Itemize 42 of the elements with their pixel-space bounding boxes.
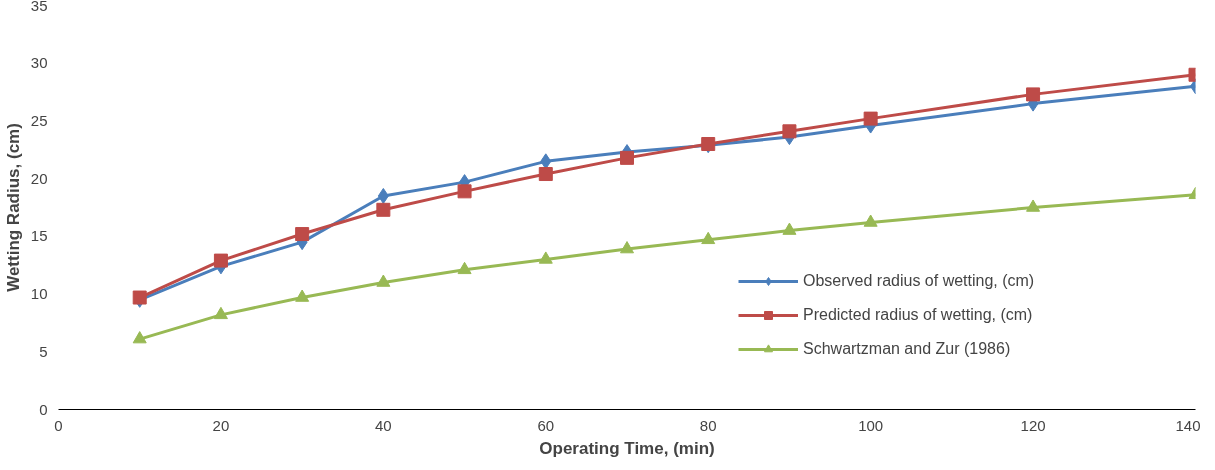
point [457,261,472,275]
point [295,289,310,302]
point [538,167,553,182]
point [213,253,228,268]
point [376,202,391,217]
point [701,231,716,245]
y-tick-label: 15 [30,227,48,245]
y-tick-label: 35 [30,0,48,14]
point [863,214,878,227]
point [1026,87,1041,102]
point [782,222,797,235]
x-tick-label: 20 [212,416,230,434]
legend-label: Observed radius of wetting, (cm) [803,272,1035,290]
point [377,187,389,204]
point [1026,199,1041,212]
point [132,331,147,344]
x-tick-label: 60 [537,416,555,434]
x-tick-label: 80 [699,416,717,434]
y-axis-title: Wetting Radius, (cm) [3,123,23,292]
legend-label: Predicted radius of wetting, (cm) [803,306,1033,324]
point [376,274,391,287]
point [295,227,310,242]
point [620,150,634,165]
x-tick-label: 0 [54,416,63,434]
x-tick-label: 100 [858,416,884,434]
point [782,124,797,139]
y-tick-label: 25 [30,111,48,129]
point [620,241,634,254]
point [863,111,878,126]
y-tick-label: 0 [39,400,48,418]
y-tick-label: 20 [30,169,48,187]
x-tick-label: 140 [1175,416,1201,434]
y-tick-label: 5 [39,342,48,360]
point [538,251,553,264]
y-tick-label: 30 [30,54,48,72]
x-axis-title: Operating Time, (min) [539,438,715,458]
legend-label: Schwartzman and Zur (1986) [803,340,1011,358]
point [213,306,228,320]
x-tick-label: 40 [375,416,392,434]
y-tick-label: 10 [30,285,48,303]
x-tick-label: 120 [1020,416,1046,434]
point [457,184,472,199]
